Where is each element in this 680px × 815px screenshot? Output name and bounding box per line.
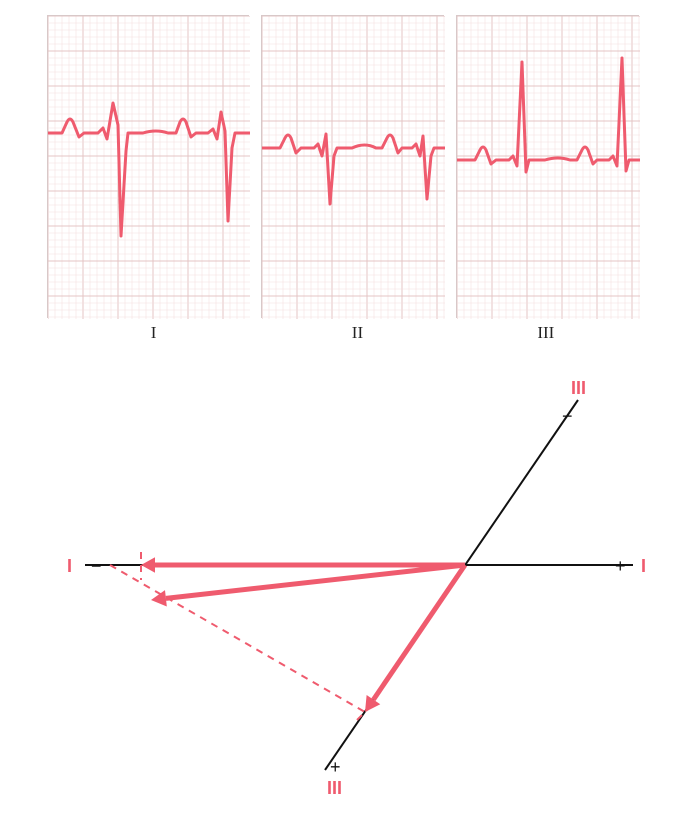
axis-I-neg-sign: − [91, 556, 102, 576]
panel-labels-row: IIIIII [47, 323, 637, 343]
ecg-panel-III [456, 15, 639, 318]
ecg-panel-II [261, 15, 444, 318]
vector-diagram: I−+IIII−+III [35, 380, 655, 800]
axis-III-pos-sign: + [330, 757, 341, 777]
ecg-panel-I [47, 15, 249, 318]
axis-III-neg-label: III [571, 380, 586, 398]
axis-III-pos-label: III [327, 778, 342, 798]
axis-III-neg-sign: − [562, 406, 573, 426]
panel-label-II: II [260, 323, 454, 343]
axis-I-pos-label: I [641, 556, 646, 576]
construction-dash-1 [110, 565, 365, 712]
ecg-panels-row [47, 15, 639, 318]
axis-I-neg-label: I [67, 556, 72, 576]
panel-label-I: I [47, 323, 260, 343]
panel-label-III: III [455, 323, 637, 343]
axis-I-pos-sign: + [615, 556, 626, 576]
